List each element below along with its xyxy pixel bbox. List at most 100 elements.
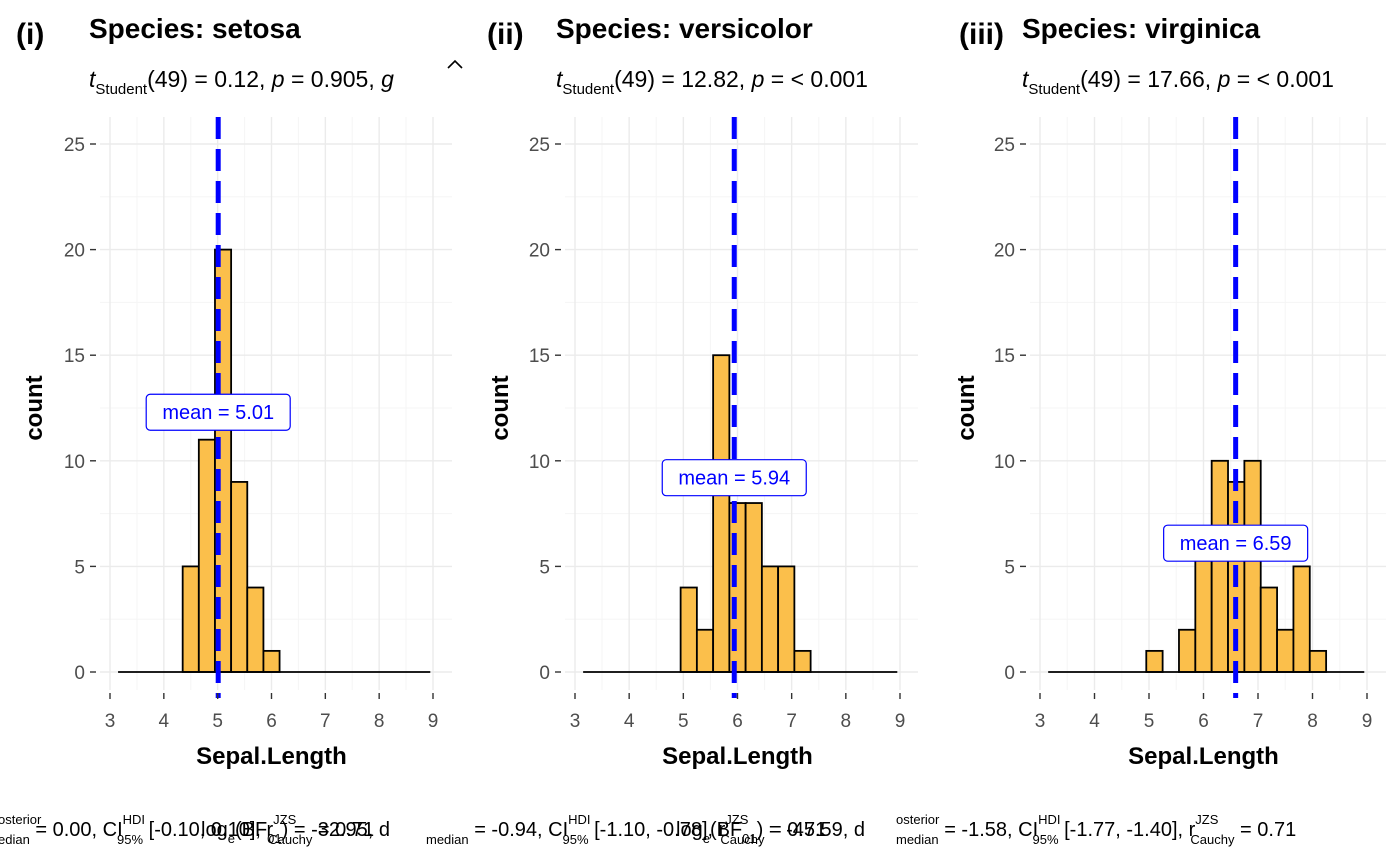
caption-estimate: = -1.58, CI	[939, 819, 1039, 841]
x-tick-label: 3	[570, 711, 581, 732]
panel-subtitle: tStudent(49) = 12.82, p = < 0.001	[556, 66, 868, 98]
overlay-log: log	[676, 819, 703, 841]
y-tick-label: 5	[74, 557, 85, 578]
mean-label: mean = 5.94	[661, 459, 807, 497]
overlay-log: log	[201, 819, 228, 841]
mean-label: mean = 5.01	[145, 393, 291, 431]
mean-label-value: 6.59	[1253, 533, 1292, 555]
histogram	[1048, 459, 1365, 673]
panel-caption: median = -0.94, CIHDI 95% [-1.10, -0.78],…	[426, 812, 826, 847]
subtitle-p-symbol: p	[1217, 66, 1231, 92]
histogram-bar	[760, 565, 780, 673]
x-tick-label: 7	[1253, 711, 1264, 732]
mean-label-text: mean = 5.01	[162, 402, 274, 424]
mean-label-equals: =	[734, 468, 751, 490]
caption-jzs-superscript: JZS	[1195, 812, 1218, 827]
y-tick-label: 20	[994, 241, 1015, 262]
caption-ci-subscript: 95%	[117, 832, 143, 847]
subtitle-t-subscript: Student	[1028, 81, 1081, 98]
mean-label: mean = 6.59	[1163, 524, 1309, 562]
subtitle-t-symbol: t	[89, 66, 97, 92]
caption-hdi-superscript: HDI	[568, 812, 590, 827]
overlay-value: ) = -32.95, d	[282, 819, 390, 841]
subtitle-t-subscript: Student	[95, 81, 148, 98]
x-tick-label: 7	[320, 711, 331, 732]
histogram-bar	[230, 481, 249, 673]
caption-cauchy-subscript: Cauchy	[720, 832, 765, 847]
y-tick-label: 25	[64, 135, 85, 156]
histogram-bar	[1308, 649, 1328, 673]
mean-label-word: mean	[162, 402, 218, 424]
x-tick-label: 8	[1307, 711, 1318, 732]
overlay-bf: (BF	[235, 819, 267, 841]
y-tick-label: 0	[74, 663, 85, 684]
histogram-bar	[262, 649, 281, 673]
caption-prior-scale: = 0.71	[1235, 819, 1297, 841]
histogram-bar	[712, 354, 731, 673]
panel-caption: osterior median = -1.58, CIHDI 95% [-1.77,…	[896, 812, 1296, 847]
caption-interval: [-0.10, 0.10], r	[143, 819, 273, 841]
panel-3: (iii) Species: virginica tStudent(49) = 17…	[896, 13, 1386, 847]
y-axis-title: count	[487, 375, 514, 440]
x-tick-label: 4	[624, 711, 635, 732]
histogram-bar	[744, 502, 763, 673]
y-tick-label: 5	[539, 557, 550, 578]
histogram-bar	[1210, 459, 1229, 673]
x-axis-title: Sepal.Length	[1128, 743, 1279, 770]
y-tick-label: 10	[529, 452, 550, 473]
caption-posterior-superscript: osterior	[896, 812, 940, 827]
panel-2: (ii) Species: versicolor tStudent(49) = 12…	[426, 13, 918, 847]
mean-label-word: mean	[1180, 533, 1236, 555]
y-axis-title: count	[953, 375, 980, 440]
subtitle-t-subscript: Student	[562, 81, 615, 98]
axes: 0 5 10 15 20 25 3 4 5 6 7 8 9 Sepal.Length count	[953, 135, 1372, 770]
effect-hat-mark	[447, 59, 463, 69]
x-tick-label: 8	[374, 711, 385, 732]
x-tick-label: 5	[1144, 711, 1155, 732]
y-tick-label: 0	[1004, 663, 1015, 684]
histogram-bar	[679, 586, 698, 673]
axes: 0 5 10 15 20 25 3 4 5 6 7 8 9 Sepal.Length count	[21, 135, 438, 770]
histogram-bar	[197, 438, 216, 673]
axes: 0 5 10 15 20 25 3 4 5 6 7 8 9 Sepal.Length count	[487, 135, 905, 770]
mean-label-box	[661, 459, 807, 497]
histogram-bar	[1145, 649, 1164, 673]
panel-tag: (ii)	[487, 18, 524, 51]
caption-median-subscript: edian	[0, 832, 30, 847]
y-tick-label: 5	[1004, 557, 1015, 578]
subtitle-effect-symbol: g	[381, 66, 394, 92]
panel-title: Species: versicolor	[556, 13, 813, 44]
overlay-bf: (BF	[710, 819, 742, 841]
overlay-bf-subscript: 01	[742, 831, 756, 846]
y-tick-label: 15	[994, 346, 1015, 367]
histogram-bar	[1259, 586, 1278, 673]
mean-label-text: mean = 6.59	[1180, 533, 1292, 555]
subtitle-statistic: = 17.66,	[1121, 66, 1218, 92]
panel-subtitle: tStudent(49) = 17.66, p = < 0.001	[1022, 66, 1334, 98]
overlay-bf-subscript: 01	[267, 831, 281, 846]
panel-title: Species: virginica	[1022, 13, 1261, 44]
caption-hdi-superscript: HDI	[123, 812, 145, 827]
subtitle-p-value: = < 0.001	[1230, 66, 1334, 92]
histogram-bar	[1178, 628, 1197, 673]
y-tick-label: 15	[529, 346, 550, 367]
y-tick-label: 20	[529, 241, 550, 262]
x-axis-title: Sepal.Length	[662, 743, 813, 770]
mean-label-value: 5.01	[235, 402, 274, 424]
x-tick-label: 4	[159, 711, 170, 732]
y-tick-label: 10	[64, 452, 85, 473]
x-tick-label: 6	[1198, 711, 1209, 732]
caption-jzs-superscript: JZS	[273, 812, 296, 827]
x-tick-label: 9	[895, 711, 906, 732]
subtitle-p-symbol: p	[751, 66, 765, 92]
subtitle-statistic: = 12.82,	[655, 66, 752, 92]
mean-label-equals: =	[1235, 533, 1252, 555]
mean-label-word: mean	[678, 468, 734, 490]
x-axis-title: Sepal.Length	[196, 743, 347, 770]
caption-cauchy-subscript: Cauchy	[1190, 832, 1235, 847]
caption-estimate: = -0.94, CI	[469, 819, 569, 841]
histogram-bar	[777, 565, 796, 673]
mean-label-equals: =	[218, 402, 235, 424]
panel-grid	[565, 117, 918, 690]
